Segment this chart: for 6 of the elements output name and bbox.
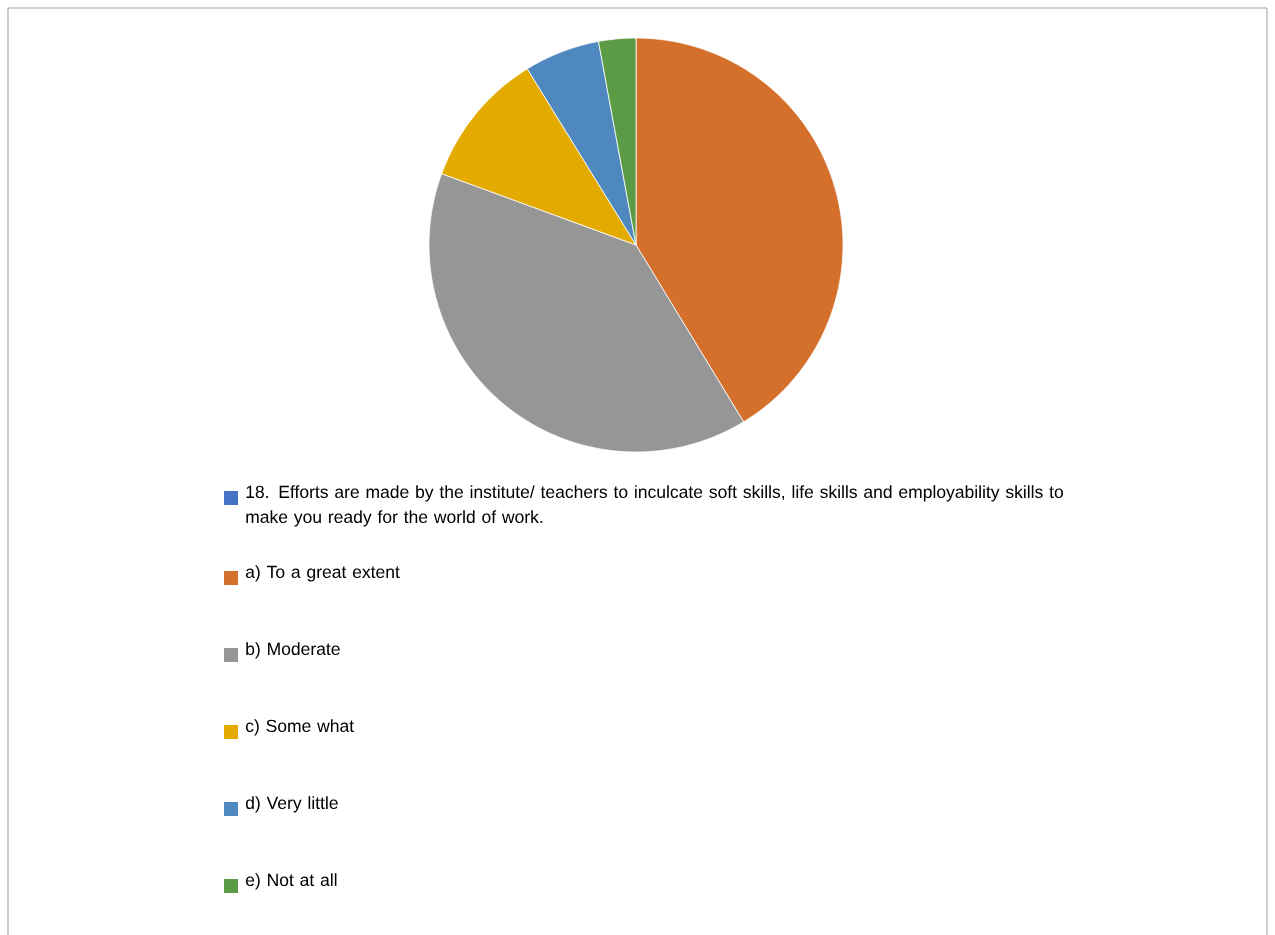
legend-label: 18. Efforts are made by the institute/ teachers to inculcate soft skills, life skills and employability skills to make you ready for the world of work. [246,485,1063,527]
legend-label: e) Not at all [245,873,337,890]
legend-label: d) Very little [245,796,338,813]
legend-label: b) Moderate [246,642,340,659]
legend-label: c) Some what [245,719,354,736]
legend-label: a) To a great extent [245,565,400,582]
